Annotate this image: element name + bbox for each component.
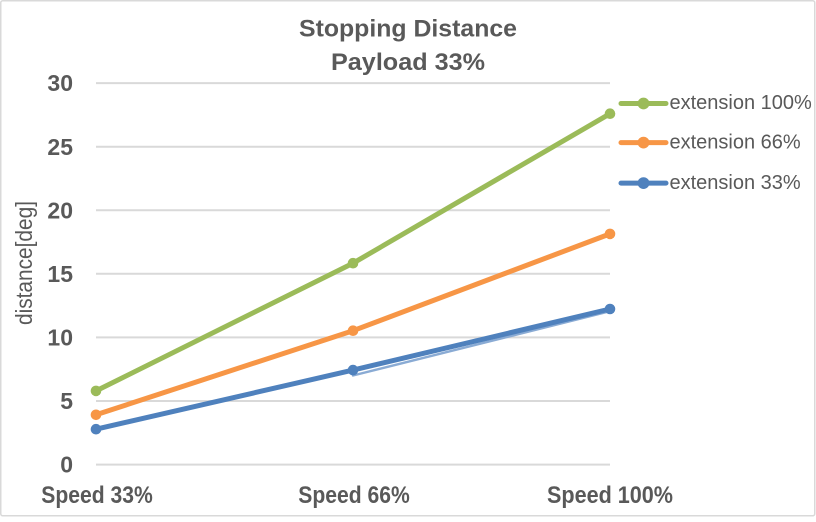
svg-text:Stopping Distance: Stopping Distance xyxy=(299,15,517,42)
svg-text:10: 10 xyxy=(47,325,73,351)
svg-text:Speed 33%: Speed 33% xyxy=(41,482,153,509)
svg-text:25: 25 xyxy=(47,134,73,160)
svg-text:Payload 33%: Payload 33% xyxy=(331,49,485,76)
svg-text:15: 15 xyxy=(47,261,73,287)
svg-text:distance[deg]: distance[deg] xyxy=(11,201,37,325)
svg-text:extension 100%: extension 100% xyxy=(670,92,813,114)
svg-text:5: 5 xyxy=(60,388,73,414)
svg-text:0: 0 xyxy=(60,452,73,478)
svg-text:20: 20 xyxy=(47,197,73,223)
svg-text:30: 30 xyxy=(47,70,73,96)
svg-text:Speed 100%: Speed 100% xyxy=(547,482,673,509)
svg-text:extension 66%: extension 66% xyxy=(670,132,801,154)
svg-text:Speed 66%: Speed 66% xyxy=(298,482,410,509)
svg-text:extension 33%: extension 33% xyxy=(670,172,801,194)
